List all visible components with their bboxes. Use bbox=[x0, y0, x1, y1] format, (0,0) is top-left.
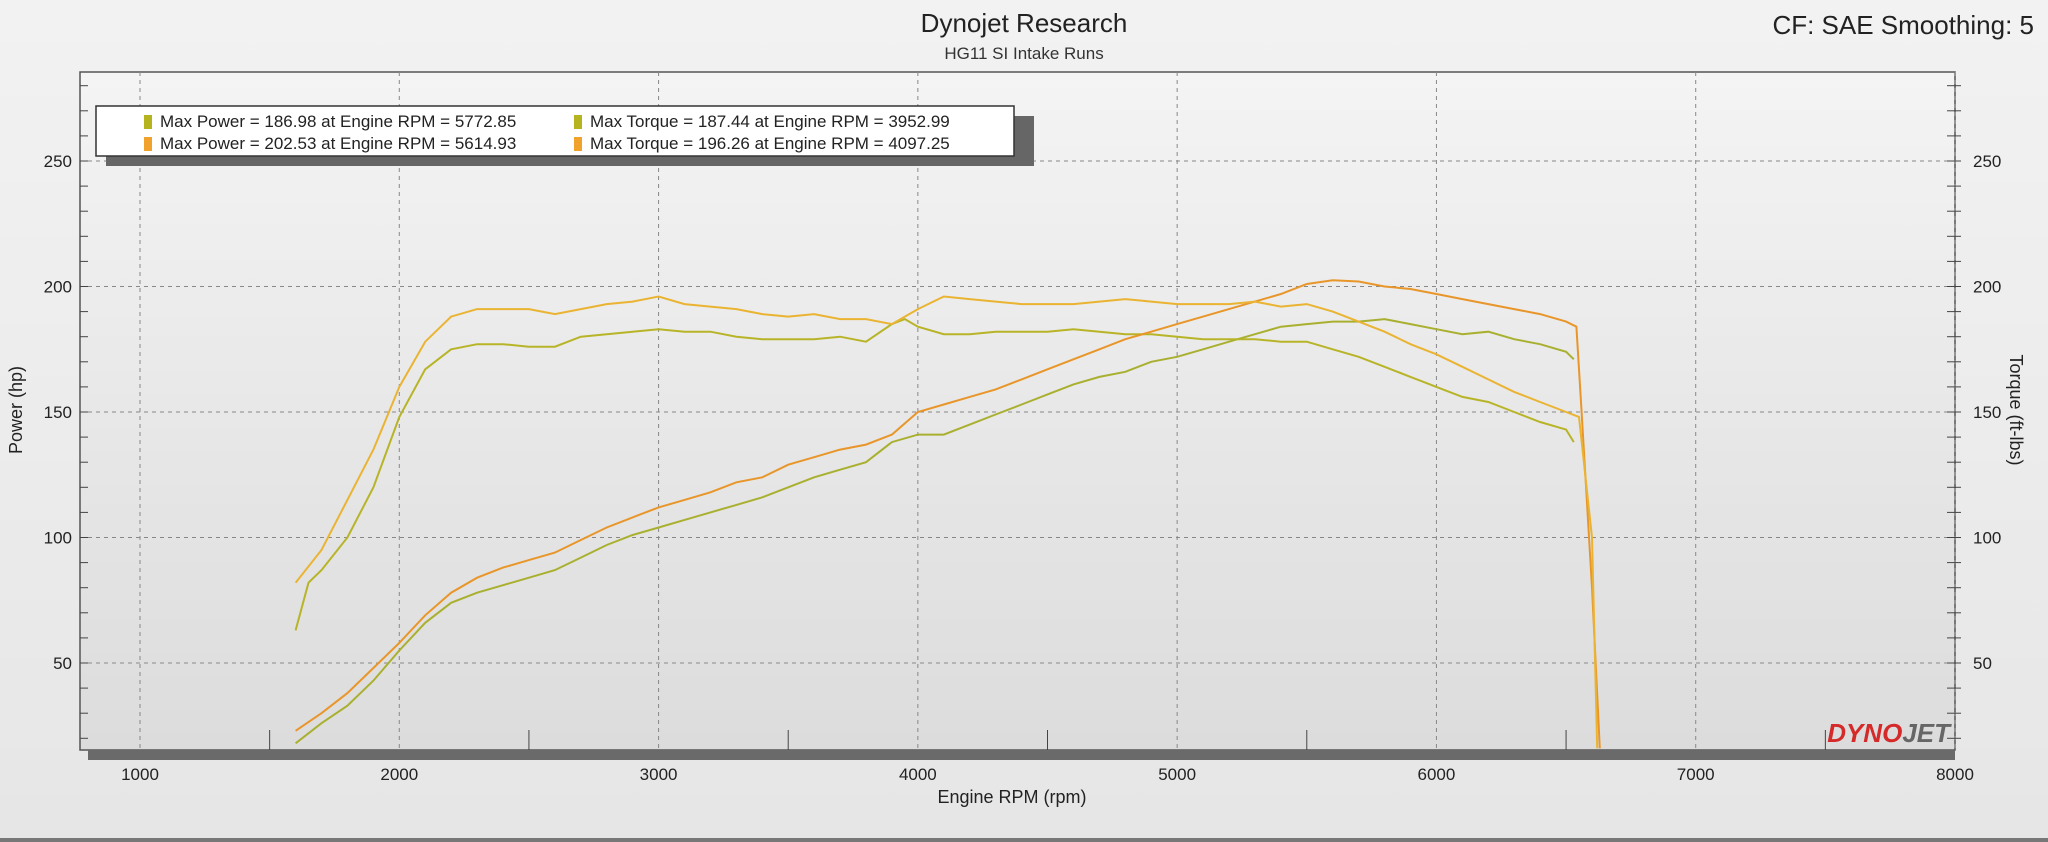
x-tick-label: 6000 bbox=[1418, 765, 1456, 784]
legend-swatch bbox=[574, 115, 582, 129]
y-tick-label: 150 bbox=[44, 403, 72, 422]
legend-entry: Max Torque = 196.26 at Engine RPM = 4097… bbox=[590, 134, 950, 153]
legend-entry: Max Torque = 187.44 at Engine RPM = 3952… bbox=[590, 112, 950, 131]
legend-swatch bbox=[144, 137, 152, 151]
x-tick-label: 3000 bbox=[640, 765, 678, 784]
y2-tick-label: 250 bbox=[1973, 152, 2001, 171]
y-tick-label: 50 bbox=[53, 654, 72, 673]
series-line-0 bbox=[294, 318, 1575, 745]
y2-tick-label: 200 bbox=[1973, 278, 2001, 297]
y-tick-label: 200 bbox=[44, 278, 72, 297]
x-tick-label: 8000 bbox=[1936, 765, 1974, 784]
legend-box bbox=[95, 105, 1015, 157]
legend-entry: Max Power = 202.53 at Engine RPM = 5614.… bbox=[160, 134, 516, 153]
y2-tick-label: 50 bbox=[1973, 654, 1992, 673]
legend-swatch bbox=[144, 115, 152, 129]
x-tick-label: 1000 bbox=[121, 765, 159, 784]
x-axis-bar bbox=[88, 750, 1955, 760]
y2-axis-label: Torque (ft-lbs) bbox=[2006, 354, 2026, 465]
chart-title: Dynojet Research bbox=[920, 8, 1128, 38]
series-line-2 bbox=[295, 279, 1601, 749]
y-axis-label: Power (hp) bbox=[6, 366, 26, 454]
x-axis-label: Engine RPM (rpm) bbox=[937, 787, 1086, 807]
legend-entry: Max Power = 186.98 at Engine RPM = 5772.… bbox=[160, 112, 516, 131]
correction-settings: CF: SAE Smoothing: 5 bbox=[1772, 10, 2034, 40]
bottom-border bbox=[0, 838, 2048, 842]
y-tick-label: 100 bbox=[44, 529, 72, 548]
plot-area bbox=[79, 71, 1956, 751]
series-line-1 bbox=[294, 317, 1575, 631]
legend-swatch bbox=[574, 137, 582, 151]
dynojet-logo: DYNOJET bbox=[1827, 718, 1952, 748]
series-line-3 bbox=[294, 295, 1599, 749]
x-tick-label: 4000 bbox=[899, 765, 937, 784]
y2-tick-label: 150 bbox=[1973, 403, 2001, 422]
x-tick-label: 7000 bbox=[1677, 765, 1715, 784]
x-tick-label: 5000 bbox=[1158, 765, 1196, 784]
x-tick-label: 2000 bbox=[380, 765, 418, 784]
chart-subtitle: HG11 SI Intake Runs bbox=[944, 44, 1104, 63]
y-tick-label: 250 bbox=[44, 152, 72, 171]
y2-tick-label: 100 bbox=[1973, 529, 2001, 548]
